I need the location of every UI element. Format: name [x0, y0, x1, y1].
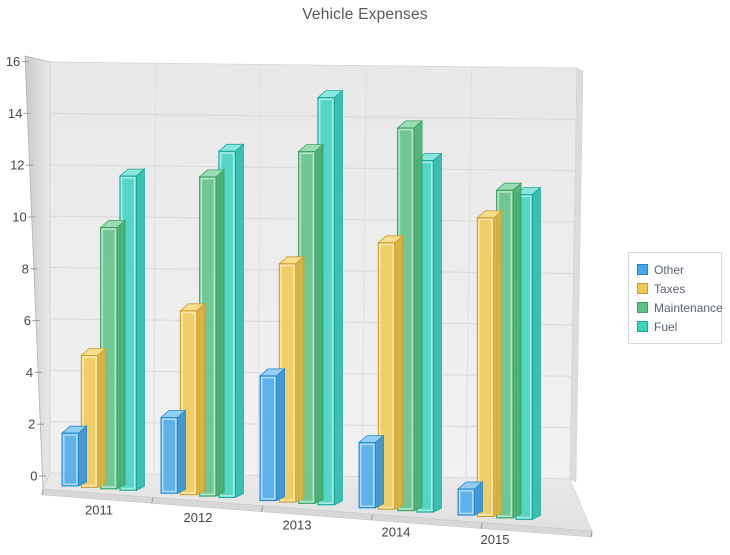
- bar-2011-maintenance[interactable]: [99, 219, 127, 490]
- bar-side-face: [314, 143, 324, 505]
- bar-side-face: [394, 234, 404, 510]
- y-axis-label: 8: [22, 261, 29, 276]
- bar-bevel: [379, 243, 394, 509]
- bar-front-face: [160, 417, 178, 494]
- x-axis-label: 2013: [283, 517, 312, 532]
- bar-side-face: [215, 169, 225, 497]
- bar-side-face: [432, 152, 442, 513]
- bar-side-face: [234, 143, 244, 499]
- x-axis-label: 2011: [85, 503, 113, 518]
- bar-side-face: [276, 368, 285, 502]
- bar-side-face: [196, 302, 206, 496]
- bar-2012-other[interactable]: [159, 409, 187, 494]
- bar-side-face: [413, 120, 423, 512]
- y-axis-label: 0: [30, 469, 37, 484]
- bar-2011-other[interactable]: [60, 425, 88, 487]
- bar-bevel: [458, 489, 474, 515]
- x-axis-label: 2012: [184, 510, 213, 525]
- bar-bevel: [260, 376, 276, 500]
- bar-side-face: [493, 209, 503, 518]
- v-gridline: [257, 64, 262, 476]
- bar-2015-taxes[interactable]: [476, 209, 503, 518]
- bar-side-face: [512, 182, 522, 519]
- x-axis-tick: [151, 497, 154, 504]
- legend: Other Taxes Maintenance Fuel: [628, 252, 723, 344]
- legend-label-fuel: Fuel: [654, 319, 678, 334]
- y-axis-label: 4: [26, 365, 33, 380]
- x-axis-tick: [480, 523, 483, 529]
- bar-bevel: [359, 443, 375, 507]
- legend-label-maintenance: Maintenance: [654, 300, 723, 315]
- x-axis-tick: [370, 514, 373, 521]
- bar-side-face: [135, 168, 145, 491]
- bar-side-face: [333, 89, 343, 506]
- y-axis-label: 2: [28, 417, 35, 432]
- legend-item-fuel[interactable]: Fuel: [637, 317, 717, 336]
- bar-side-face: [295, 255, 305, 503]
- legend-item-maintenance[interactable]: Maintenance: [637, 298, 723, 317]
- bar-2012-taxes[interactable]: [179, 302, 206, 496]
- chart-floor-edge: [42, 488, 593, 538]
- bar-side-face: [177, 409, 186, 494]
- bar-bevel: [181, 311, 196, 494]
- y-axis-label: 10: [12, 210, 26, 225]
- v-gridline: [465, 66, 473, 478]
- legend-marker-fuel-icon: [637, 321, 648, 332]
- bar-2013-other[interactable]: [258, 368, 286, 502]
- bar-bevel: [82, 356, 97, 487]
- y-axis-label: 14: [8, 106, 22, 121]
- bar-front-face: [358, 442, 376, 509]
- x-axis-label: 2015: [481, 532, 510, 547]
- bar-side-face: [97, 347, 107, 489]
- bar-2015-other[interactable]: [456, 481, 484, 516]
- bar-front-face: [457, 488, 475, 516]
- x-axis-tick: [590, 531, 593, 538]
- x-axis-tick: [261, 506, 264, 512]
- bar-bevel: [161, 418, 177, 493]
- bar-side-face: [375, 434, 384, 509]
- bar-front-face: [61, 432, 79, 487]
- bar-2014-other[interactable]: [357, 434, 385, 509]
- legend-marker-other-icon: [637, 264, 648, 275]
- x-axis-label: 2014: [382, 525, 411, 540]
- y-axis-label: 12: [10, 158, 24, 173]
- chart-wall-edge: [569, 67, 584, 483]
- x-axis-tick: [41, 489, 44, 496]
- bar-front-face: [259, 375, 277, 502]
- y-axis-label: 6: [24, 313, 31, 328]
- legend-marker-maintenance-icon: [637, 302, 648, 313]
- bar-side-face: [116, 219, 126, 490]
- bar-side-face: [532, 186, 541, 521]
- bar-front-face: [476, 217, 495, 518]
- legend-label-other: Other: [654, 262, 685, 277]
- v-gridline: [361, 65, 367, 477]
- bar-bevel: [62, 434, 78, 486]
- legend-marker-taxes-icon: [637, 283, 648, 294]
- y-axis-label: 16: [6, 54, 20, 69]
- legend-item-taxes[interactable]: Taxes: [637, 279, 717, 298]
- v-gridline: [153, 63, 156, 475]
- chart-title: Vehicle Expenses: [302, 6, 428, 23]
- h-gridline: [49, 112, 577, 120]
- bar-bevel: [478, 218, 493, 516]
- legend-item-other[interactable]: Other: [637, 260, 717, 279]
- bar-side-face: [78, 425, 87, 487]
- legend-label-taxes: Taxes: [654, 281, 686, 296]
